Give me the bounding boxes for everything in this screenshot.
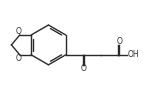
Text: OH: OH <box>128 50 139 59</box>
Text: O: O <box>80 64 86 73</box>
Text: O: O <box>16 54 22 63</box>
Text: O: O <box>16 27 22 36</box>
Text: O: O <box>116 37 122 45</box>
